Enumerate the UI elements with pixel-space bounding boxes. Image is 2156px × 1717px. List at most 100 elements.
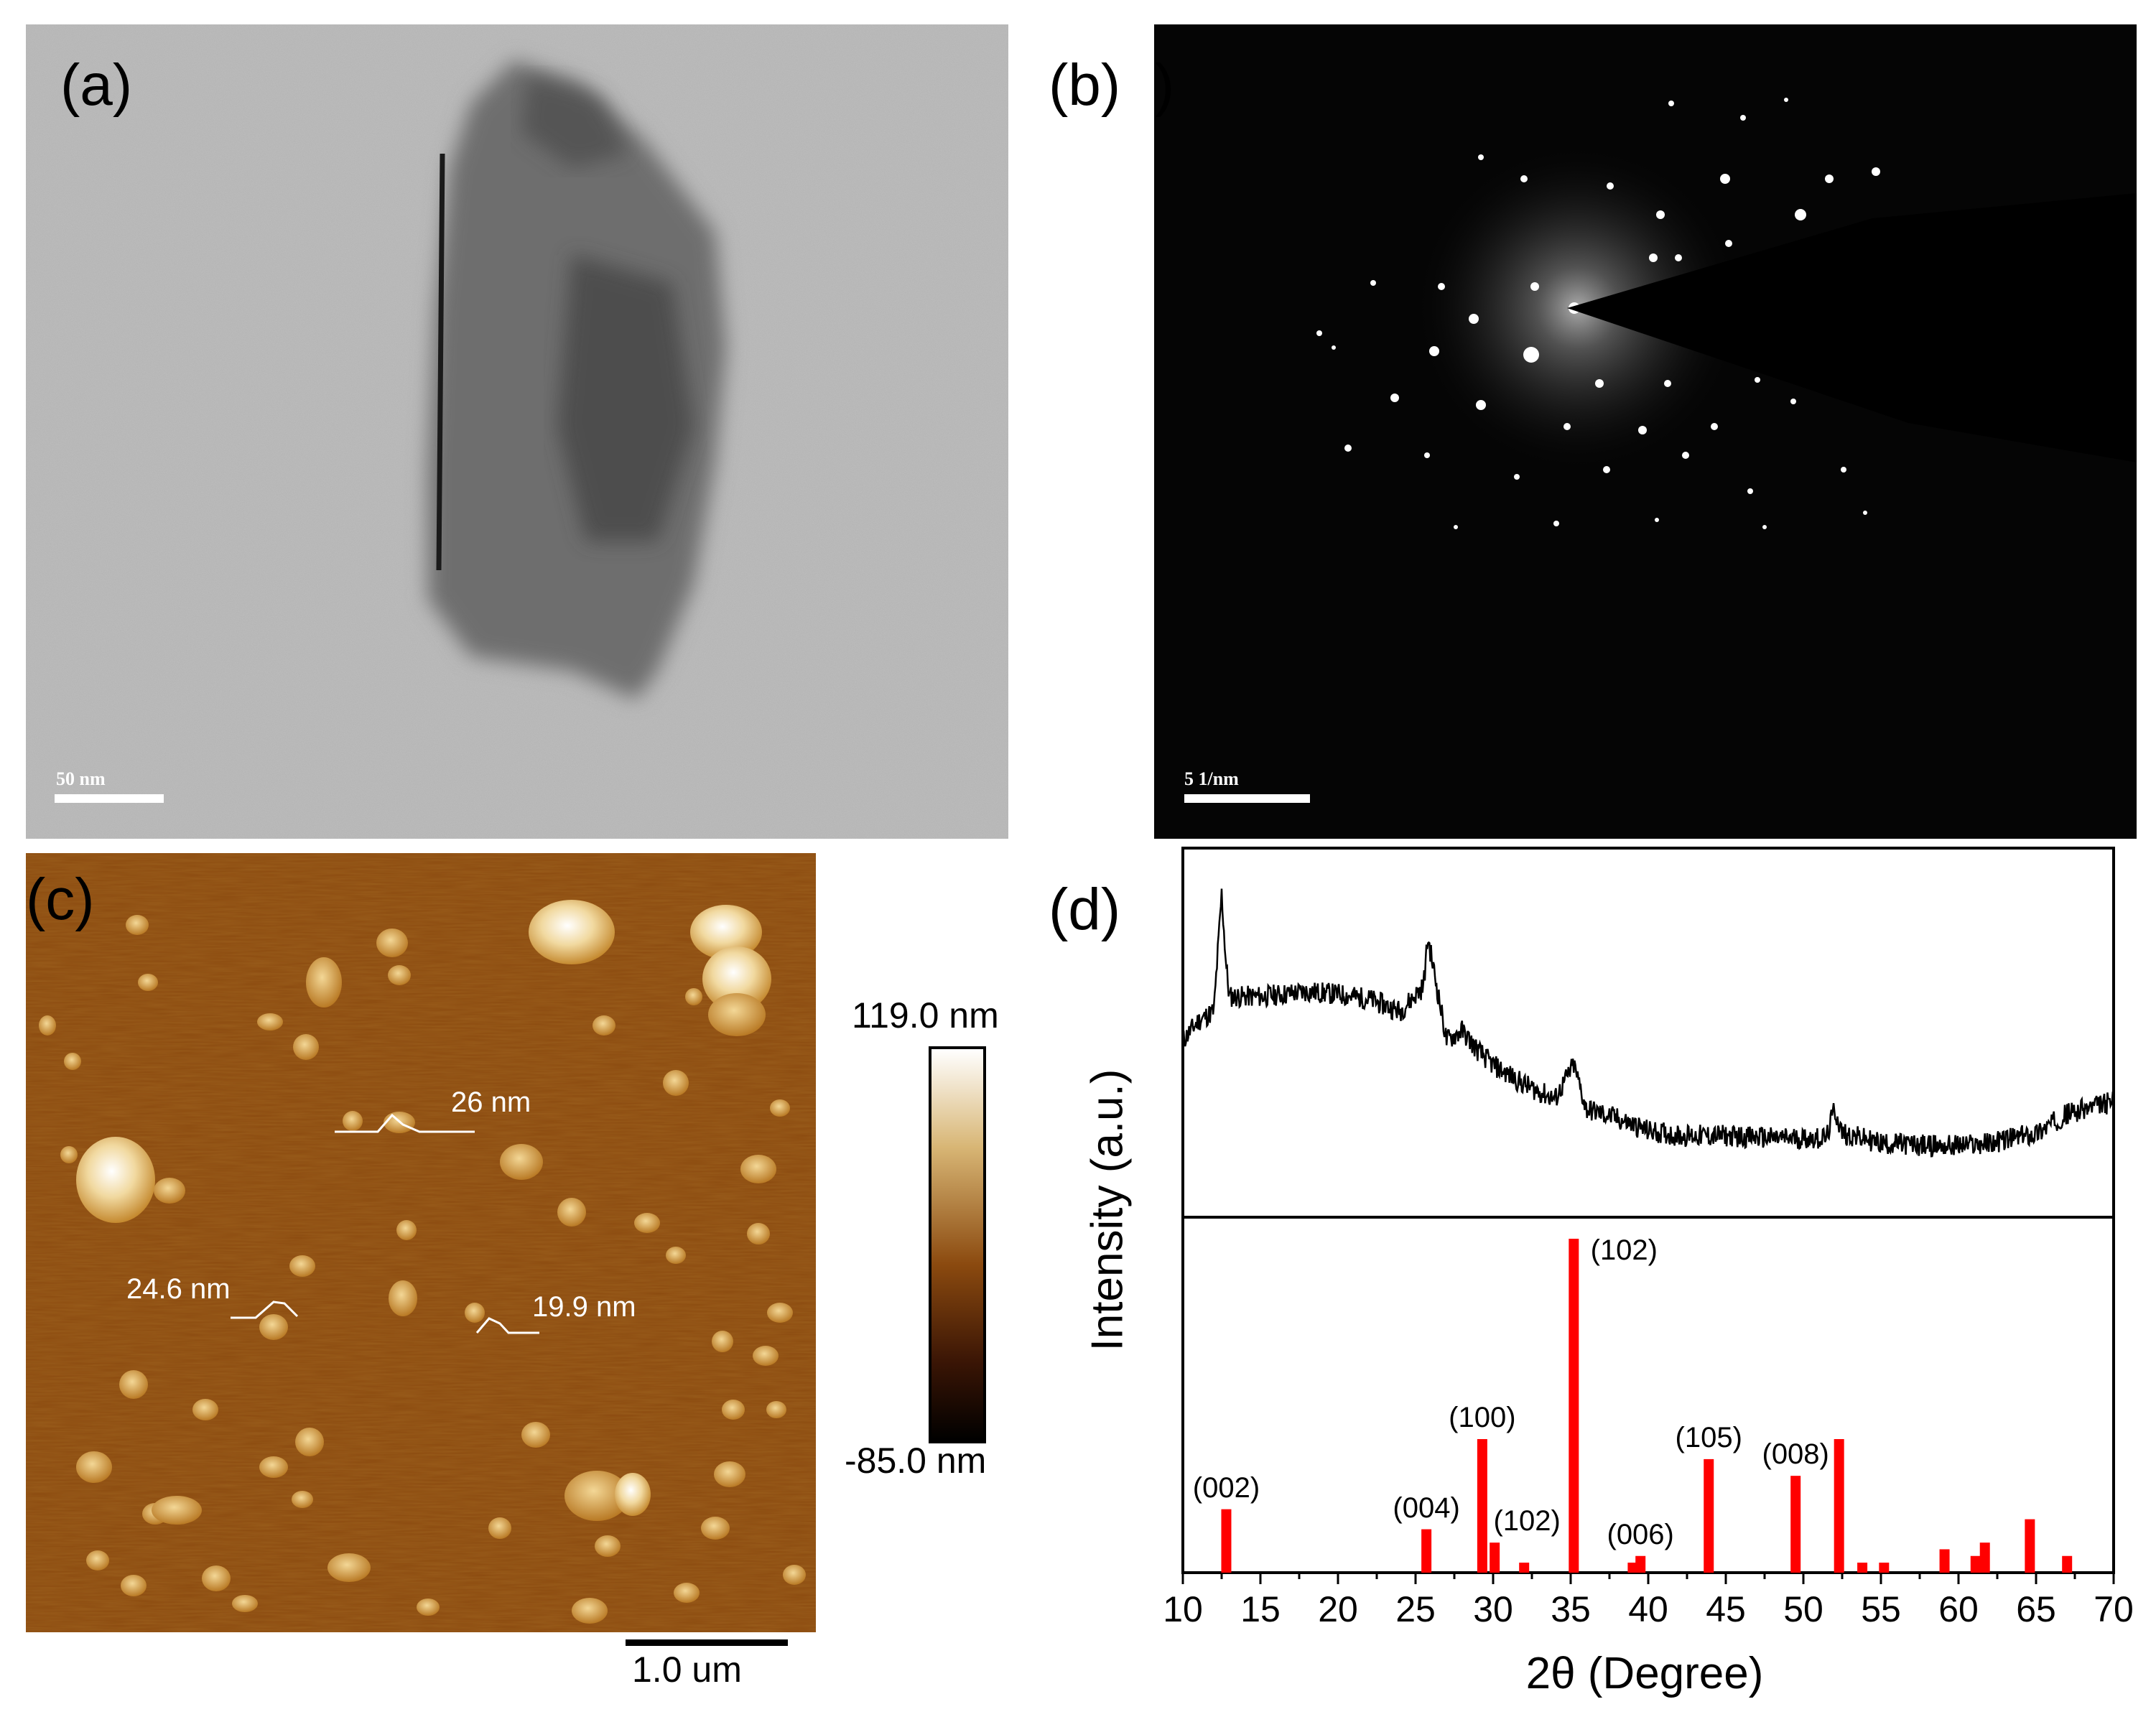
afm-height-label-2: 24.6 nm	[126, 1273, 231, 1305]
afm-particle	[521, 1422, 550, 1448]
reference-peak-bar	[1857, 1563, 1868, 1573]
afm-particle	[138, 974, 158, 991]
reference-peak-bar	[2062, 1555, 2073, 1573]
diffraction-spot	[1476, 400, 1486, 410]
afm-particle	[572, 1598, 608, 1624]
reference-peak-label: (002)	[1192, 1471, 1260, 1504]
afm-particle	[663, 1070, 689, 1096]
x-tick-label: 20	[1318, 1589, 1358, 1629]
afm-particle	[76, 1137, 155, 1223]
afm-particle	[529, 900, 615, 964]
afm-particle	[701, 1517, 730, 1540]
diffraction-spot	[1603, 466, 1610, 473]
diffraction-spot	[1344, 445, 1352, 452]
afm-particle	[766, 1401, 786, 1418]
diffraction-spot	[1607, 182, 1614, 190]
x-tick-label: 10	[1163, 1589, 1203, 1629]
diffraction-spot	[1438, 283, 1445, 290]
afm-particle	[152, 1496, 202, 1525]
diffraction-spot	[1553, 521, 1559, 526]
diffraction-spot	[1530, 282, 1539, 291]
scale-bar-b-label: 5 1/nm	[1184, 768, 1239, 789]
afm-particle	[634, 1213, 660, 1233]
reference-peak-label: (105)	[1675, 1421, 1742, 1453]
afm-particle	[753, 1346, 779, 1366]
scale-bar-b	[1184, 794, 1310, 803]
x-tick-label: 25	[1395, 1589, 1436, 1629]
afm-particle	[557, 1198, 586, 1227]
reference-peak-bar	[1569, 1239, 1579, 1573]
reference-peak-bar	[1979, 1542, 1990, 1573]
scale-bar-c-label: 1.0 um	[632, 1649, 742, 1690]
panel-d-label: (d)	[1049, 877, 1121, 942]
afm-particle	[343, 1111, 363, 1131]
afm-particle	[121, 1575, 147, 1596]
afm-particle	[64, 1053, 81, 1070]
xrd-plot-frame	[1181, 847, 2115, 1574]
afm-particle	[192, 1399, 218, 1420]
afm-particle	[685, 988, 702, 1005]
colorbar-min-label: -85.0 nm	[845, 1441, 987, 1481]
reference-peak-bar	[1879, 1563, 1890, 1573]
diffraction-spots	[1316, 98, 1890, 529]
colorbar-max-label: 119.0 nm	[852, 995, 999, 1036]
reference-peak-bar	[1221, 1509, 1232, 1573]
afm-particle	[327, 1553, 371, 1582]
afm-particle	[488, 1517, 511, 1539]
afm-particle	[595, 1535, 621, 1557]
reference-peak-bar	[1490, 1542, 1500, 1573]
afm-height-label-1: 26 nm	[451, 1086, 531, 1118]
diffraction-spot	[1784, 98, 1788, 102]
reference-peak-bar	[2025, 1519, 2035, 1573]
afm-particle	[257, 1013, 283, 1030]
reference-peak-label: (006)	[1607, 1518, 1674, 1550]
afm-particle	[389, 1280, 417, 1316]
afm-particle	[202, 1565, 231, 1591]
x-tick-label: 45	[1706, 1589, 1746, 1629]
diffraction-spot	[1841, 467, 1846, 473]
xrd-xlabel: 2θ (Degree)	[1525, 1649, 1764, 1698]
afm-particle	[39, 1015, 56, 1036]
afm-particle	[417, 1599, 440, 1616]
afm-particle	[306, 957, 342, 1008]
reference-peak-label: (100)	[1449, 1402, 1516, 1433]
afm-height-label-3: 19.9 nm	[532, 1291, 636, 1323]
x-tick-label: 15	[1240, 1589, 1281, 1629]
reference-peak-label: (102)	[1590, 1234, 1658, 1266]
afm-particle	[376, 929, 408, 957]
reference-peak-bar	[1790, 1476, 1801, 1573]
diffraction-spot	[1790, 399, 1796, 404]
panel-c-label: (c)	[26, 867, 95, 932]
reference-peak-bar	[1421, 1529, 1432, 1573]
afm-particle	[702, 946, 771, 1011]
diffraction-spot	[1520, 175, 1528, 182]
afm-particle	[708, 993, 766, 1036]
reference-peak-bar	[1834, 1439, 1844, 1573]
afm-particle	[747, 1223, 770, 1244]
afm-particle	[712, 1331, 733, 1352]
panel-b-diffraction: (b) 5 1/nm	[1154, 24, 2137, 839]
afm-particle	[465, 1303, 485, 1323]
afm-particle	[740, 1155, 776, 1183]
afm-particle	[674, 1583, 700, 1603]
afm-particle	[564, 1471, 629, 1521]
diffraction-spot	[1563, 423, 1571, 430]
xrd-pattern-line	[1181, 888, 2115, 1158]
reference-peak-bar	[1704, 1458, 1714, 1573]
reference-peak-bar	[1635, 1555, 1646, 1573]
afm-particle	[76, 1451, 112, 1483]
afm-particle	[593, 1015, 615, 1036]
afm-particle	[714, 1461, 745, 1487]
x-tick-label: 30	[1473, 1589, 1513, 1629]
panel-a-label: (a)	[60, 52, 133, 118]
height-profile-markers	[231, 1113, 539, 1334]
diffraction-spot	[1595, 379, 1604, 388]
diffraction-spot	[1429, 346, 1439, 356]
afm-height-map	[26, 853, 816, 1632]
scale-bar-c	[626, 1639, 788, 1646]
afm-particle	[783, 1565, 806, 1585]
diffraction-spot	[1747, 488, 1753, 494]
diffraction-spot	[1424, 452, 1430, 458]
diffraction-spot	[1668, 101, 1674, 106]
